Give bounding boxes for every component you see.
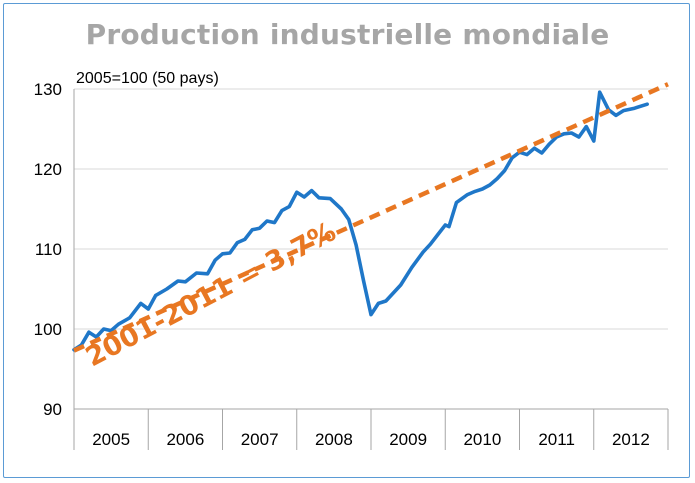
y-tick-label-130: 130 (34, 80, 62, 99)
axes (73, 89, 669, 450)
production-line (72, 90, 649, 352)
trend-line (73, 82, 669, 353)
chart-frame (3, 3, 690, 478)
y-tick-label-100: 100 (34, 320, 62, 339)
series-group (72, 82, 669, 353)
x-tick-label-2009: 2009 (389, 430, 427, 449)
chart-subtitle: 2005=100 (50 pays) (76, 70, 219, 87)
x-tick-label-2008: 2008 (315, 430, 353, 449)
x-tick-label-2007: 2007 (241, 430, 279, 449)
x-tick-label-2010: 2010 (463, 430, 501, 449)
y-tick-label-90: 90 (43, 400, 62, 419)
x-tick-label-2005: 2005 (92, 430, 130, 449)
x-tick-label-2012: 2012 (612, 430, 650, 449)
y-tick-labels: 90 100 110 120 130 (34, 80, 62, 419)
x-tick-labels: 2005 2006 2007 2008 2009 2010 2011 2012 (92, 430, 650, 449)
x-tick-label-2006: 2006 (166, 430, 204, 449)
x-tick-label-2011: 2011 (538, 430, 575, 449)
chart-title: Production industrielle mondiale (85, 18, 610, 51)
y-tick-label-120: 120 (34, 160, 62, 179)
trend-annotation: 2001-2011 = 3,7% (81, 216, 341, 373)
y-tick-label-110: 110 (35, 240, 62, 259)
